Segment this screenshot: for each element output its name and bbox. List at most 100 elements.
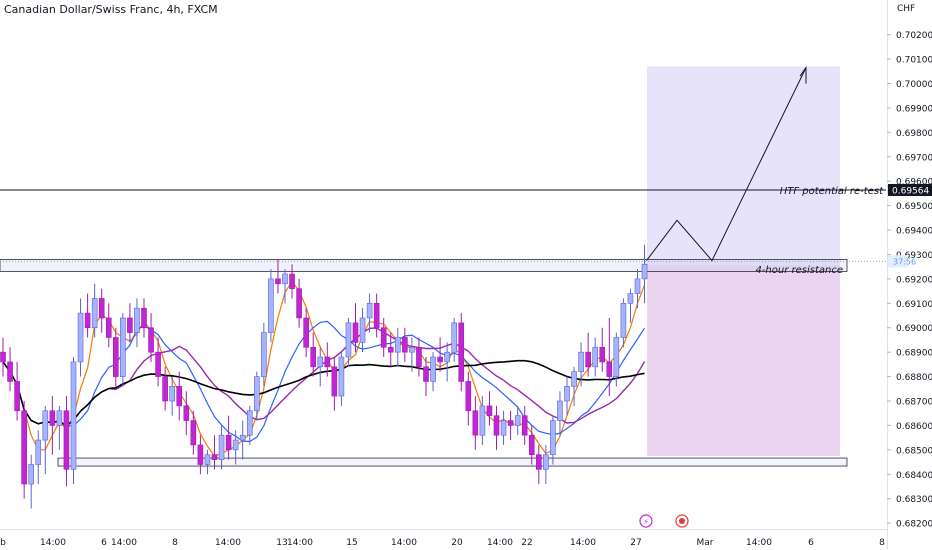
candle-body[interactable]: [21, 410, 27, 485]
candle-body[interactable]: [543, 454, 549, 470]
candle-body[interactable]: [218, 434, 225, 460]
candle-body[interactable]: [599, 346, 606, 363]
candle-body[interactable]: [493, 415, 500, 436]
candle-body[interactable]: [550, 420, 556, 456]
candle-body[interactable]: [416, 346, 422, 368]
candle-body[interactable]: [56, 410, 63, 426]
candle-body[interactable]: [409, 346, 415, 353]
candle-body[interactable]: [127, 317, 133, 333]
candle-body[interactable]: [585, 351, 591, 368]
candle-body[interactable]: [402, 337, 408, 353]
candle-body[interactable]: [380, 327, 387, 348]
candle-body[interactable]: [296, 288, 302, 319]
candle-body[interactable]: [49, 410, 56, 426]
candle-body[interactable]: [63, 410, 70, 470]
candle-body[interactable]: [225, 434, 232, 451]
candle-body[interactable]: [324, 356, 331, 368]
candle-body[interactable]: [120, 317, 126, 377]
candle-body[interactable]: [458, 322, 465, 382]
candle-body[interactable]: [564, 386, 570, 402]
candle-body[interactable]: [91, 298, 98, 329]
candle-body[interactable]: [606, 361, 613, 377]
candle-body[interactable]: [183, 405, 190, 421]
candle-body[interactable]: [310, 346, 317, 368]
candle-body[interactable]: [7, 361, 13, 382]
candle-body[interactable]: [261, 332, 267, 377]
candle-body[interactable]: [98, 298, 105, 319]
candle-body[interactable]: [521, 415, 528, 436]
candle-body[interactable]: [169, 386, 175, 402]
candle-body[interactable]: [176, 386, 183, 407]
price-tick-label: 0.68400: [896, 471, 932, 481]
candle-body[interactable]: [254, 376, 260, 412]
flash-event-icon[interactable]: [639, 514, 653, 528]
candle-body[interactable]: [211, 454, 218, 460]
candle-body[interactable]: [35, 439, 42, 465]
candle-body[interactable]: [571, 371, 577, 387]
time-tick-label: 14:00: [40, 538, 66, 548]
candle-body[interactable]: [190, 420, 197, 446]
candle-body[interactable]: [141, 307, 147, 329]
time-tick-label: 22: [521, 538, 532, 548]
candle-body[interactable]: [232, 439, 239, 451]
candle-body[interactable]: [28, 464, 35, 485]
candle-body[interactable]: [500, 420, 507, 436]
candle-body[interactable]: [289, 273, 295, 289]
time-tick-label: 8: [879, 538, 885, 548]
candle-body[interactable]: [592, 346, 599, 368]
candle-body[interactable]: [197, 444, 204, 465]
candle-body[interactable]: [507, 420, 514, 426]
candle-body[interactable]: [303, 317, 309, 348]
candle-body[interactable]: [387, 346, 394, 353]
candle-body[interactable]: [373, 303, 380, 329]
candle-body[interactable]: [472, 410, 479, 436]
candle-body[interactable]: [155, 351, 161, 377]
candle-body[interactable]: [578, 351, 584, 372]
candle-body[interactable]: [613, 337, 620, 377]
candle-body[interactable]: [423, 366, 429, 382]
candle-body[interactable]: [634, 278, 641, 294]
candle-body[interactable]: [641, 263, 648, 280]
candle-body[interactable]: [465, 381, 472, 412]
candle-body[interactable]: [352, 322, 359, 343]
news-event-icon[interactable]: [675, 514, 689, 528]
candle-body[interactable]: [105, 317, 112, 338]
candle-body[interactable]: [0, 351, 6, 363]
candle-body[interactable]: [430, 356, 436, 382]
candle-body[interactable]: [338, 356, 345, 397]
candle-body[interactable]: [162, 376, 168, 402]
candle-body[interactable]: [557, 400, 563, 421]
candle-body[interactable]: [77, 312, 84, 363]
candle-body[interactable]: [345, 322, 352, 358]
candle-body[interactable]: [84, 312, 91, 329]
candle-body[interactable]: [479, 405, 486, 436]
candle-body[interactable]: [113, 337, 119, 377]
candle-body[interactable]: [246, 410, 253, 436]
candle-body[interactable]: [317, 356, 324, 368]
candle-body[interactable]: [514, 415, 521, 426]
candle-body[interactable]: [366, 303, 373, 319]
candle-body[interactable]: [70, 361, 77, 470]
candle-body[interactable]: [148, 327, 154, 353]
candle-body[interactable]: [134, 307, 140, 333]
candle-body[interactable]: [528, 434, 535, 456]
candle-body[interactable]: [627, 293, 634, 304]
candle-body[interactable]: [14, 381, 20, 412]
candle-body[interactable]: [486, 405, 493, 416]
candle-body[interactable]: [394, 337, 401, 353]
candle-body[interactable]: [268, 278, 274, 333]
candle-body[interactable]: [275, 278, 281, 285]
candle-body[interactable]: [331, 366, 338, 397]
candle-body[interactable]: [359, 317, 366, 343]
candle-body[interactable]: [535, 454, 542, 470]
candle-body[interactable]: [282, 273, 288, 285]
candle-body[interactable]: [42, 410, 49, 441]
candle-body[interactable]: [204, 454, 211, 465]
candle-body[interactable]: [444, 351, 450, 363]
candle-body[interactable]: [437, 356, 443, 363]
news-event-icon-dot: [679, 518, 685, 524]
candle-body[interactable]: [239, 434, 246, 441]
candle-body[interactable]: [620, 303, 627, 338]
candle-body[interactable]: [451, 322, 458, 353]
